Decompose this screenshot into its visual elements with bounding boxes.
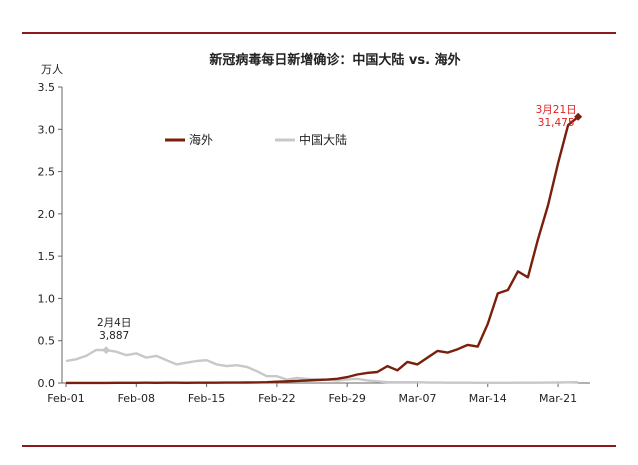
series-line [65,348,579,384]
y-tick-label: 0.0 [38,377,56,390]
x-tick-label: Mar-21 [539,392,577,405]
series-layer [65,115,579,385]
x-tick-label: Feb-22 [258,392,295,405]
y-tick-label: 3.5 [38,81,56,94]
x-tick-label: Feb-01 [47,392,84,405]
annotation-marker [574,112,583,121]
annotation-date: 2月4日 [97,317,131,329]
x-tick-label: Feb-08 [118,392,155,405]
x-tick-label: Feb-29 [328,392,365,405]
annotation-value: 31,475 [538,117,575,129]
y-tick-label: 1.0 [38,292,56,305]
axes: 0.0 0.5 1.0 1.5 2.0 2.5 3.0 3.5 Feb-01 Feb-08 Feb-… [38,81,590,405]
legend-label: 海外 [189,132,213,147]
legend: 海外 中国大陆 [165,132,347,147]
y-unit-label: 万人 [41,63,63,76]
annotation-value: 3,887 [99,330,129,342]
x-tick-label: Mar-07 [398,392,436,405]
series-line [66,115,579,385]
legend-label: 中国大陆 [299,132,347,147]
y-tick-label: 0.5 [38,335,56,348]
x-tick-label: Feb-15 [188,392,225,405]
annotation-marker [102,346,111,355]
y-tick-label: 3.0 [38,123,56,136]
top-rule [22,32,616,34]
y-tick-label: 2.5 [38,166,56,179]
bottom-rule [22,445,616,447]
annotation-date: 3月21日 [536,104,577,116]
x-tick-label: Mar-14 [469,392,507,405]
y-tick-label: 1.5 [38,250,56,263]
y-tick-label: 2.0 [38,208,56,221]
chart-title: 新冠病毒每日新增确诊：中国大陆 vs. 海外 [209,52,460,68]
